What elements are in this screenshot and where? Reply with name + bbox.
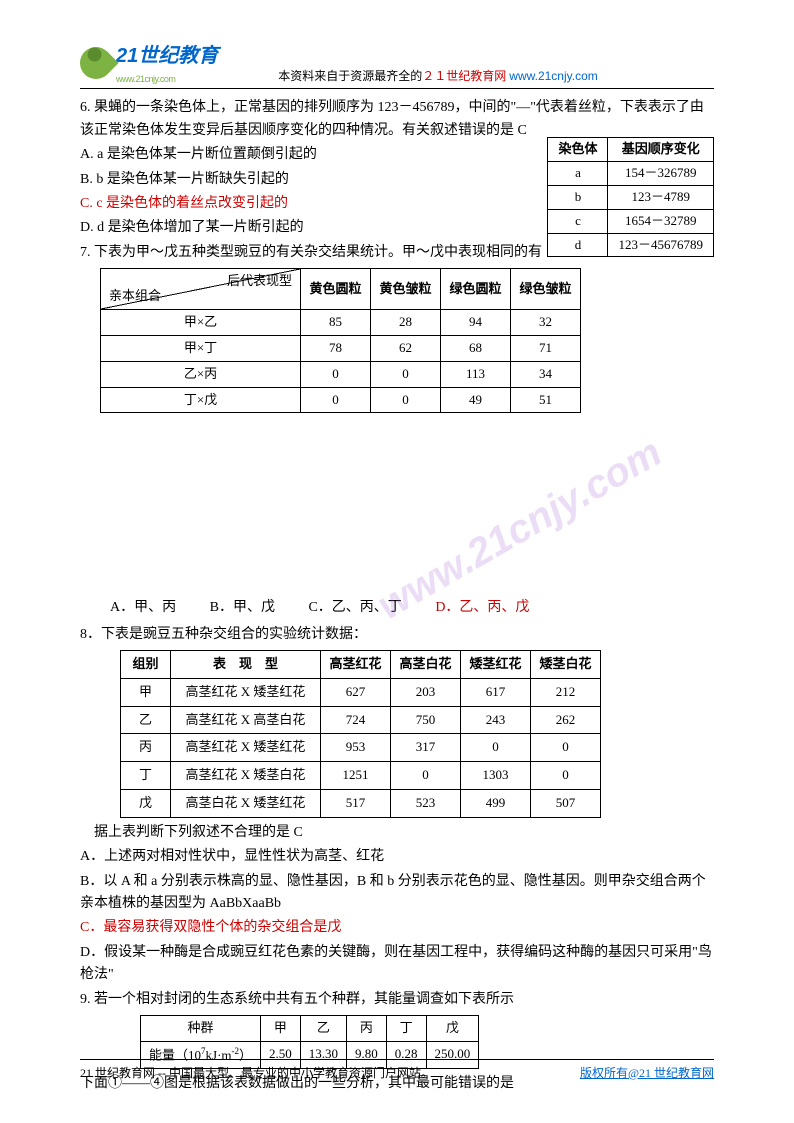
header-prefix: 本资料来自于资源最齐全的 — [278, 69, 422, 83]
page-header: 21世纪教育 www.21cnjy.com 本资料来自于资源最齐全的２１世纪教育… — [80, 40, 714, 89]
q6-th2: 基因顺序变化 — [608, 138, 714, 162]
q6-side-table: 染色体 基因顺序变化 a154－326789 b123－4789 c1654－3… — [547, 137, 714, 257]
q6-text: 6. 果蝇的一条染色体上，正常基因的排列顺序为 123－456789，中间的"—… — [80, 97, 714, 142]
table-row: 乙高茎红花 X 高茎白花724750243262 — [121, 706, 601, 734]
content-area: www.21cnjy.com 6. 果蝇的一条染色体上，正常基因的排列顺序为 1… — [80, 97, 714, 1095]
q6-th1: 染色体 — [548, 138, 608, 162]
header-source: 本资料来自于资源最齐全的２１世纪教育网 www.21cnjy.com — [238, 67, 714, 86]
q7-choice-a: A．甲、丙 — [110, 600, 176, 615]
table-row: 组别 表 现 型 高茎红花 高茎白花 矮茎红花 矮茎白花 — [121, 651, 601, 679]
q8-opt-a: A．上述两对相对性状中，显性性状为高茎、红花 — [80, 846, 714, 868]
q7-choice-b: B．甲、戊 — [210, 600, 275, 615]
q7-choices: A．甲、丙 B．甲、戊 C．乙、丙、丁 D．乙、丙、戊 — [110, 597, 714, 619]
table-row: b123－4789 — [548, 185, 714, 209]
q8-opt-c: C．最容易获得双隐性个体的杂交组合是戊 — [80, 917, 714, 939]
table-row: 甲×乙85289432 — [101, 310, 581, 336]
header-url: www.21cnjy.com — [509, 69, 597, 83]
table-row: 甲高茎红花 X 矮茎红花627203617212 — [121, 678, 601, 706]
logo-sub-text: www.21cnjy.com — [116, 72, 218, 86]
logo-main-text: 21世纪教育 — [116, 40, 218, 72]
page-footer: 21 世纪教育网 -- 中国最大型、最专业的中小学教育资源门户网站。 版权所有@… — [80, 1059, 714, 1083]
table-row: a154－326789 — [548, 162, 714, 186]
logo-icon — [73, 41, 118, 86]
footer-left: 21 世纪教育网 -- 中国最大型、最专业的中小学教育资源门户网站。 — [80, 1064, 433, 1083]
footer-right-link[interactable]: 版权所有@21 世纪教育网 — [580, 1064, 714, 1083]
q7-table: 后代表现型 亲本组合 黄色圆粒 黄色皱粒 绿色圆粒 绿色皱粒 甲×乙852894… — [100, 268, 581, 413]
q8-opt-d: D．假设某一种酶是合成豌豆红花色素的关键酶，则在基因工程中，获得编码这种酶的基因… — [80, 942, 714, 987]
table-row: c1654－32789 — [548, 209, 714, 233]
logo: 21世纪教育 www.21cnjy.com — [80, 40, 218, 86]
table-row: 丁高茎红花 X 矮茎白花1251013030 — [121, 762, 601, 790]
header-brand: ２１世纪教育网 — [422, 69, 506, 83]
table-row: 乙×丙0011334 — [101, 361, 581, 387]
table-row: d123－45676789 — [548, 233, 714, 257]
q7-choice-d: D．乙、丙、戊 — [435, 600, 529, 615]
diag-bot: 亲本组合 — [109, 286, 161, 307]
q7-choice-c: C．乙、丙、丁 — [308, 600, 401, 615]
table-row: 甲×丁78626871 — [101, 335, 581, 361]
diag-cell: 后代表现型 亲本组合 — [101, 269, 300, 309]
q8-tail: 据上表判断下列叙述不合理的是 C — [80, 822, 714, 844]
table-row: 戊高茎白花 X 矮茎红花517523499507 — [121, 790, 601, 818]
table-row: 丙高茎红花 X 矮茎红花95331700 — [121, 734, 601, 762]
q8-table: 组别 表 现 型 高茎红花 高茎白花 矮茎红花 矮茎白花 甲高茎红花 X 矮茎红… — [120, 650, 601, 818]
table-row: 丁×戊004951 — [101, 387, 581, 413]
table-row: 后代表现型 亲本组合 黄色圆粒 黄色皱粒 绿色圆粒 绿色皱粒 — [101, 269, 581, 310]
q8-opt-b: B．以 A 和 a 分别表示株高的显、隐性基因，B 和 b 分别表示花色的显、隐… — [80, 871, 714, 916]
diag-top: 后代表现型 — [227, 271, 292, 292]
q8-text: 8．下表是豌豆五种杂交组合的实验统计数据： — [80, 624, 714, 646]
q9-text: 9. 若一个相对封闭的生态系统中共有五个种群，其能量调查如下表所示 — [80, 989, 714, 1011]
table-row: 染色体 基因顺序变化 — [548, 138, 714, 162]
table-row: 种群 甲 乙 丙 丁 戊 — [141, 1016, 479, 1042]
